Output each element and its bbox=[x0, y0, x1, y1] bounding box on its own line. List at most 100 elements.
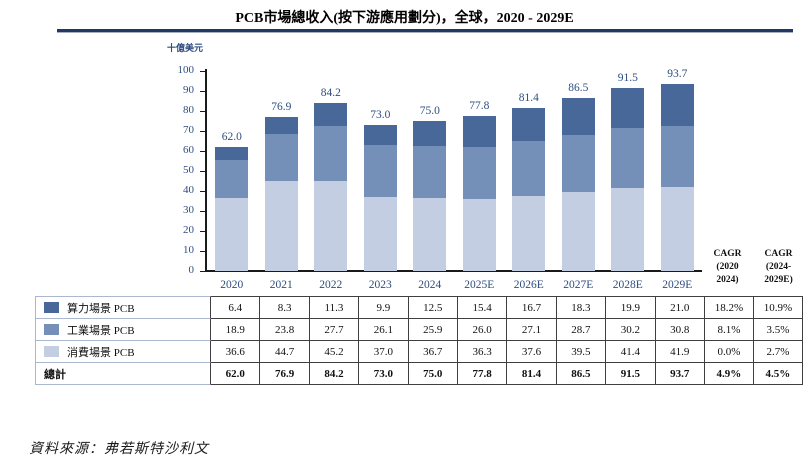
cagr-header-line: 2024) bbox=[716, 275, 739, 285]
table-cell: 76.9 bbox=[260, 363, 310, 385]
table-cell: 73.0 bbox=[359, 363, 409, 385]
bar-segment bbox=[561, 191, 595, 271]
bar-total-label: 73.0 bbox=[370, 109, 391, 121]
bar-total-label: 81.4 bbox=[518, 92, 539, 104]
y-axis-tick bbox=[200, 171, 206, 172]
table-cell: 0.0% bbox=[704, 341, 754, 363]
bar-total-label: 76.9 bbox=[271, 101, 292, 113]
title-rule bbox=[57, 29, 793, 33]
table-row-label: 工業場景 PCB bbox=[36, 319, 211, 341]
table-cell: 8.1% bbox=[704, 319, 754, 341]
bar-segment bbox=[660, 187, 694, 271]
bar-segment bbox=[660, 84, 694, 126]
bar-2020 bbox=[215, 147, 249, 271]
bar-total-label: 62.0 bbox=[221, 131, 242, 143]
bar-segment bbox=[314, 180, 348, 271]
bar-segment bbox=[413, 121, 447, 146]
y-axis-tick bbox=[200, 271, 206, 272]
chart-title: PCB市場總收入(按下游應用劃分)，全球，2020 - 2029E bbox=[235, 11, 574, 26]
table-cell: 84.2 bbox=[309, 363, 360, 385]
table-cell: 23.8 bbox=[260, 319, 310, 341]
table-cell: 12.5 bbox=[408, 296, 458, 319]
bar-2025E bbox=[462, 116, 496, 271]
bar-2023 bbox=[363, 125, 397, 271]
y-axis-unit-label: 十億美元 bbox=[167, 43, 204, 53]
table-cell: 6.4 bbox=[211, 296, 261, 319]
bar-total-label: 91.5 bbox=[617, 72, 638, 84]
bar-segment bbox=[462, 146, 496, 199]
table-cell: 3.5% bbox=[753, 319, 803, 341]
y-axis-tick-label: 0 bbox=[188, 264, 195, 276]
y-axis-tick bbox=[200, 211, 206, 212]
table-cell: 26.0 bbox=[457, 319, 508, 341]
bar-segment bbox=[561, 134, 595, 192]
bar-2022 bbox=[314, 103, 348, 271]
bar-segment bbox=[264, 117, 298, 134]
bar-2028E bbox=[611, 88, 645, 271]
x-axis-category-label: 2024 bbox=[418, 279, 442, 291]
table-cell: 75.0 bbox=[408, 363, 458, 385]
bar-2027E bbox=[561, 98, 595, 271]
y-axis-tick bbox=[200, 191, 206, 192]
table-cell: 28.7 bbox=[556, 319, 607, 341]
bar-segment bbox=[512, 141, 546, 196]
x-axis-category-label: 2025E bbox=[464, 279, 495, 291]
table-cell: 93.7 bbox=[655, 363, 705, 385]
y-axis-tick-label: 30 bbox=[183, 204, 194, 216]
cagr-header-line: CAGR bbox=[713, 249, 742, 259]
y-axis-tick-label: 70 bbox=[183, 124, 194, 136]
table-cell: 2.7% bbox=[753, 341, 803, 363]
bar-segment bbox=[512, 195, 546, 271]
x-axis-category-label: 2023 bbox=[368, 279, 392, 291]
bar-total-label: 75.0 bbox=[419, 105, 440, 117]
table-cell: 91.5 bbox=[606, 363, 656, 385]
table-row-label-text: 算力場景 PCB bbox=[67, 302, 135, 315]
table-row-label: 總計 bbox=[36, 363, 211, 385]
x-axis-category-label: 2027E bbox=[563, 279, 594, 291]
cagr-header-line: (2020 bbox=[716, 262, 739, 272]
table-cell: 19.9 bbox=[606, 296, 656, 319]
y-axis-tick-label: 60 bbox=[183, 144, 194, 156]
cagr-header: CAGR (2020 2024) bbox=[702, 248, 753, 287]
table-cell: 86.5 bbox=[556, 363, 607, 385]
bar-segment bbox=[215, 147, 249, 160]
x-axis-line bbox=[205, 270, 702, 272]
table-cell: 10.9% bbox=[753, 296, 803, 319]
bar-segment bbox=[561, 98, 595, 135]
bar-segment bbox=[462, 116, 496, 147]
bar-segment bbox=[314, 103, 348, 126]
table-cell: 8.3 bbox=[260, 296, 310, 319]
table-cell: 62.0 bbox=[211, 363, 261, 385]
y-axis-tick-label: 20 bbox=[183, 224, 194, 236]
table-cell: 30.8 bbox=[655, 319, 705, 341]
y-axis-tick-label: 100 bbox=[177, 64, 195, 76]
bar-2024 bbox=[413, 121, 447, 271]
table-cell: 81.4 bbox=[507, 363, 557, 385]
cagr-header-line: 2029E) bbox=[764, 275, 793, 285]
y-axis-tick-label: 10 bbox=[183, 244, 194, 256]
bar-segment bbox=[215, 197, 249, 271]
y-axis-tick-label: 50 bbox=[183, 164, 194, 176]
bar-segment bbox=[363, 196, 397, 271]
bar-total-label: 93.7 bbox=[667, 68, 688, 80]
table-cell: 36.7 bbox=[408, 341, 458, 363]
y-axis-tick-label: 90 bbox=[183, 84, 194, 96]
legend-swatch-icon bbox=[44, 302, 59, 313]
table-cell: 45.2 bbox=[309, 341, 360, 363]
x-axis-category-label: 2029E bbox=[662, 279, 693, 291]
bar-total-label: 77.8 bbox=[469, 100, 490, 112]
y-axis-tick bbox=[200, 151, 206, 152]
x-axis-category-label: 2028E bbox=[612, 279, 643, 291]
bar-segment bbox=[660, 125, 694, 188]
legend-swatch-icon bbox=[44, 324, 59, 335]
table-cell: 21.0 bbox=[655, 296, 705, 319]
x-axis-category-label: 2021 bbox=[269, 279, 293, 291]
table-cell: 36.6 bbox=[211, 341, 261, 363]
bar-segment bbox=[363, 125, 397, 145]
bar-segment bbox=[413, 197, 447, 271]
table-cell: 77.8 bbox=[457, 363, 508, 385]
table-cell: 41.4 bbox=[606, 341, 656, 363]
table-cell: 16.7 bbox=[507, 296, 557, 319]
y-axis-tick-label: 40 bbox=[183, 184, 194, 196]
